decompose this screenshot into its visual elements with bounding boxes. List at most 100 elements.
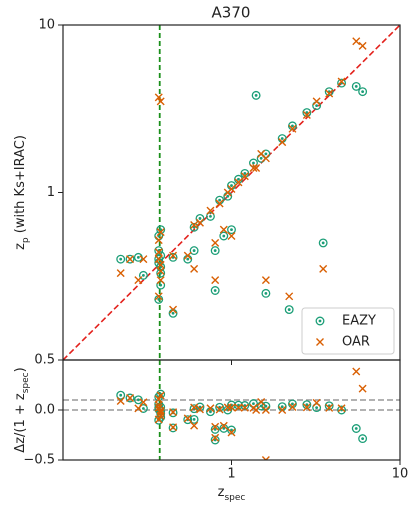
- eazy-point: [302, 400, 312, 410]
- point-dot: [222, 427, 226, 430]
- point-ring: [337, 405, 347, 415]
- point-dot: [192, 418, 196, 421]
- oar-point: [190, 403, 199, 412]
- eazy-point: [205, 211, 215, 221]
- point-ring: [138, 404, 148, 413]
- point-dot: [315, 406, 319, 409]
- x-tick-label: 1: [227, 467, 235, 482]
- oar-point: [211, 433, 220, 442]
- point-ring: [210, 435, 220, 445]
- oar-point: [156, 228, 165, 237]
- oar-point: [312, 97, 321, 106]
- point-dot: [186, 257, 190, 261]
- oar-point: [261, 456, 270, 460]
- axis-label-part: z: [218, 485, 225, 500]
- oar-point: [358, 384, 367, 393]
- point-ring: [215, 402, 225, 412]
- point-dot: [230, 184, 233, 187]
- oar-point: [278, 138, 287, 147]
- point-dot: [141, 407, 145, 410]
- oar-point: [190, 220, 199, 229]
- point-dot: [361, 90, 365, 94]
- oar-point: [169, 423, 178, 432]
- chart-title: A370: [212, 4, 251, 22]
- point-ring: [183, 415, 193, 425]
- oar-point: [215, 405, 224, 414]
- point-dot: [222, 234, 226, 238]
- point-dot: [159, 228, 163, 232]
- axis-label-part: (with Ks+IRAC): [13, 135, 28, 237]
- oar-point: [234, 178, 243, 187]
- y-tick-label: 0.5: [34, 353, 55, 368]
- legend-box: [301, 307, 395, 355]
- point-dot: [259, 156, 263, 160]
- point-dot: [264, 404, 268, 408]
- eazy-point: [189, 414, 199, 424]
- oar-point: [154, 415, 163, 424]
- point-ring: [116, 390, 126, 400]
- eazy-point: [249, 158, 258, 168]
- oar-point: [154, 248, 163, 257]
- oar-point: [261, 154, 270, 163]
- point-ring: [302, 108, 312, 118]
- point-ring: [249, 158, 258, 168]
- eazy-point: [219, 231, 229, 241]
- point-ring: [219, 231, 229, 241]
- axis-label-part: z: [13, 243, 28, 250]
- oar-point: [219, 225, 228, 234]
- axis-label: zspec: [218, 485, 246, 503]
- legend-marker-dot: [318, 319, 322, 323]
- point-dot: [213, 289, 217, 292]
- point-dot: [136, 255, 140, 259]
- axis-label-part: ): [13, 367, 28, 372]
- point-ring: [125, 393, 135, 403]
- oar-point: [154, 93, 163, 102]
- eazy-point: [351, 424, 361, 433]
- point-ring: [189, 246, 199, 256]
- eazy-point: [210, 424, 220, 434]
- eazy-point: [358, 87, 368, 97]
- point-ring: [261, 288, 271, 298]
- eazy-point: [189, 246, 199, 256]
- legend-label: EAZY: [342, 314, 376, 329]
- point-dot: [119, 393, 123, 397]
- point-ring: [351, 81, 361, 91]
- point-ring: [133, 395, 143, 405]
- point-ring: [116, 254, 126, 264]
- oar-point: [240, 172, 249, 181]
- oar-point: [154, 292, 163, 301]
- point-ring: [189, 404, 199, 414]
- eazy-point: [358, 434, 368, 444]
- eazy-point: [210, 286, 220, 295]
- point-dot: [213, 428, 217, 431]
- legend-label: OAR: [342, 335, 370, 350]
- point-ring: [351, 424, 361, 433]
- point-dot: [198, 405, 202, 409]
- point-ring: [154, 246, 164, 256]
- point-ring: [337, 78, 347, 88]
- point-dot: [198, 217, 202, 220]
- eazy-point: [219, 423, 229, 433]
- oar-point: [126, 255, 135, 264]
- point-ring: [125, 254, 135, 264]
- oar-point: [156, 97, 165, 106]
- oar-point: [116, 269, 125, 278]
- point-ring: [138, 270, 148, 280]
- axis-label-part: Δz/(1 + z: [13, 393, 28, 453]
- oar-point: [206, 206, 215, 215]
- point-dot: [159, 283, 163, 287]
- point-dot: [291, 402, 294, 406]
- axis-label: Δz/(1 + zspec): [13, 367, 31, 452]
- eazy-point: [156, 225, 166, 235]
- point-dot: [192, 249, 196, 252]
- point-dot: [354, 84, 358, 88]
- point-ring: [189, 414, 199, 424]
- oar-point: [234, 403, 243, 412]
- axis-label-part: p: [21, 237, 31, 243]
- point-ring: [302, 400, 312, 410]
- point-dot: [157, 298, 161, 301]
- point-dot: [243, 172, 247, 175]
- oar-point: [116, 397, 125, 405]
